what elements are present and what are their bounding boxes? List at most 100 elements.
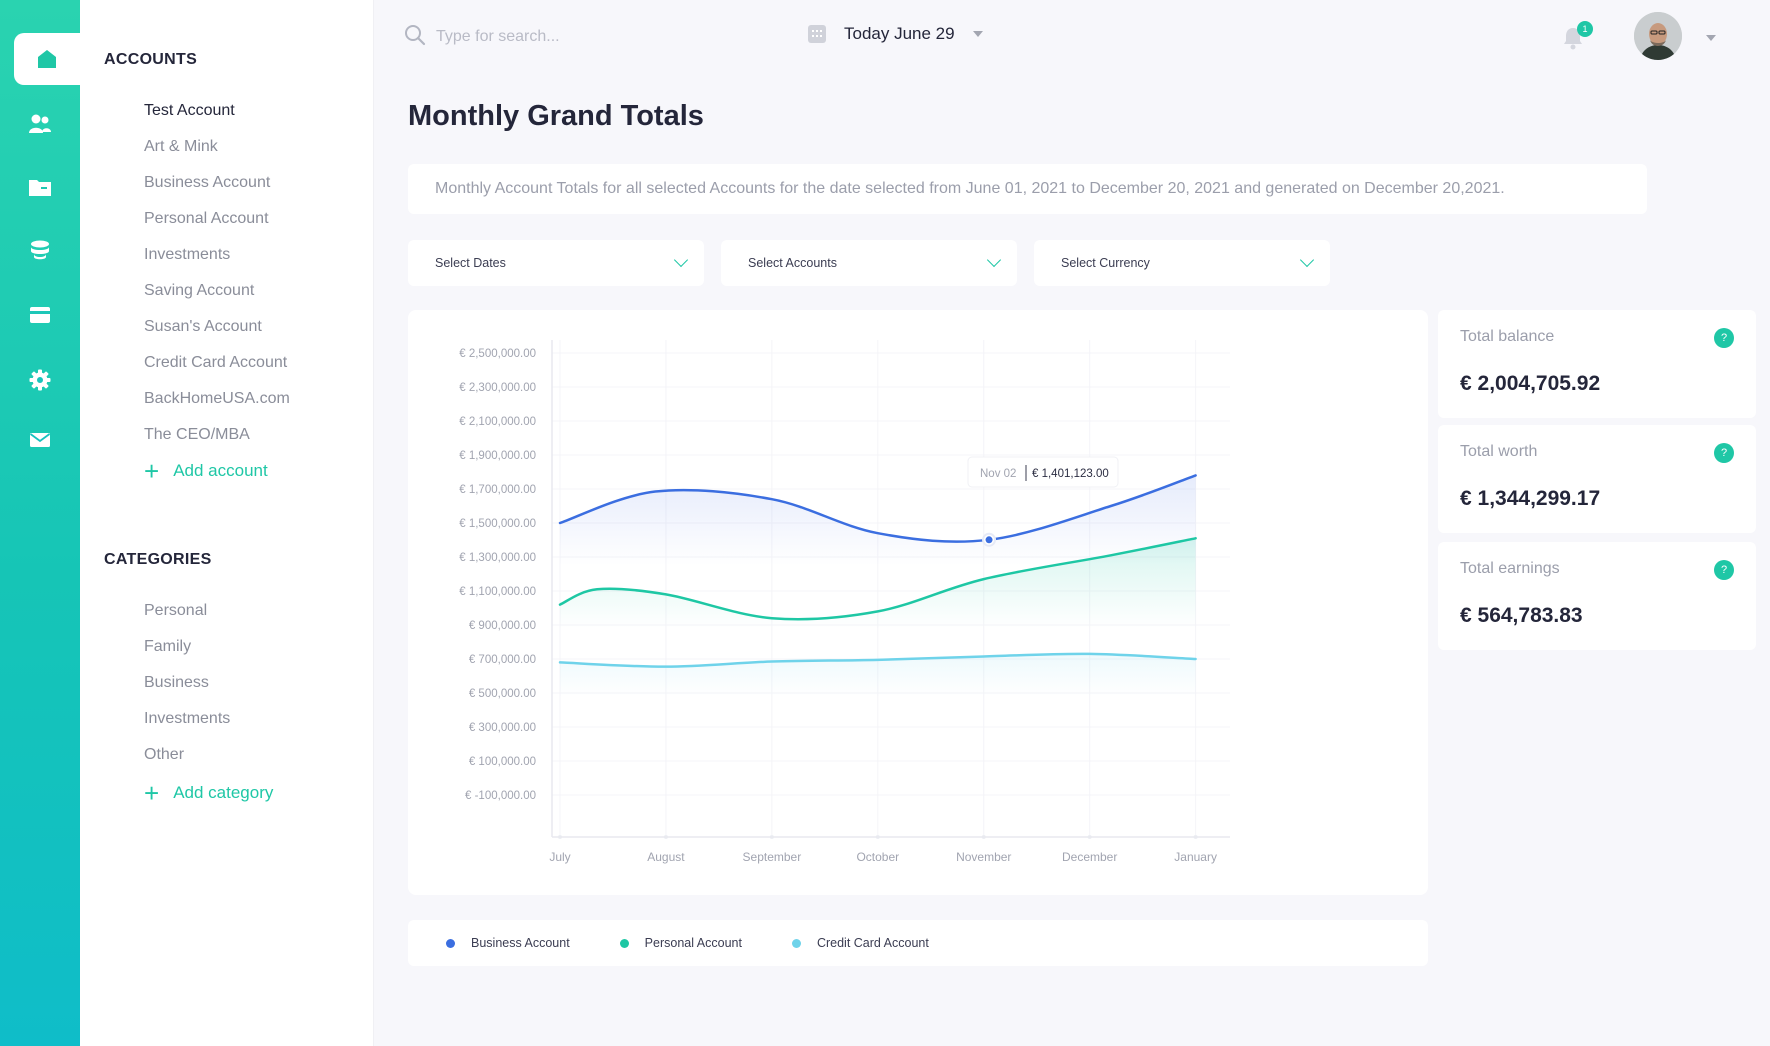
x-tick-label: December <box>1062 850 1117 864</box>
series-line <box>558 652 1197 668</box>
y-tick-label: € 2,500,000.00 <box>459 348 536 360</box>
tooltip-value: € 1,401,123.00 <box>1032 468 1109 480</box>
chart-card: € 2,500,000.00 € 2,300,000.00 € 2,100,000.… <box>408 310 1428 895</box>
report-description: Monthly Account Totals for all selected … <box>408 164 1647 214</box>
y-tick-label: € 1,900,000.00 <box>459 450 536 462</box>
legend-item-personal[interactable]: Personal Account <box>619 936 742 950</box>
x-tick-label: November <box>956 850 1011 864</box>
legend-item-business[interactable]: Business Account <box>446 936 570 950</box>
notification-badge: 1 <box>1577 21 1593 37</box>
category-item[interactable]: Other <box>144 746 185 763</box>
account-item[interactable]: Investments <box>144 246 231 263</box>
search-input[interactable] <box>436 22 766 52</box>
account-item[interactable]: Susan's Account <box>144 318 262 335</box>
tooltip-box <box>967 456 1119 488</box>
legend-dot <box>791 938 801 948</box>
plus-icon: + <box>144 456 160 486</box>
x-tick-label: August <box>647 850 685 864</box>
chevron-down-icon[interactable] <box>1706 35 1716 41</box>
account-item[interactable]: BackHomeUSA.com <box>144 390 290 407</box>
total-worth-label: Total worth <box>1460 443 1538 460</box>
rail-coins[interactable] <box>0 224 80 276</box>
rail-folder[interactable] <box>0 161 80 213</box>
account-item[interactable]: Test Account <box>144 102 235 119</box>
tooltip-date: Nov 02 <box>980 468 1016 480</box>
rail-users[interactable] <box>0 98 80 150</box>
sidebar: ACCOUNTS Test Account Art & Mink Busines… <box>80 0 374 1046</box>
account-item[interactable]: Saving Account <box>144 282 255 299</box>
chevron-down-icon <box>986 252 1002 268</box>
total-balance-card: Total balance ? € 2,004,705.92 <box>1438 310 1756 418</box>
account-item[interactable]: Personal Account <box>144 210 269 227</box>
x-tick-label: July <box>549 850 570 864</box>
y-tick-label: € 1,700,000.00 <box>459 484 536 496</box>
select-dates-dropdown[interactable]: Select Dates <box>408 240 704 286</box>
series-line <box>558 474 1197 543</box>
select-currency-dropdown[interactable]: Select Currency <box>1034 240 1330 286</box>
account-item[interactable]: The CEO/MBA <box>144 426 250 443</box>
series-line <box>558 537 1197 621</box>
categories-heading: CATEGORIES <box>104 551 212 568</box>
users-icon <box>29 114 51 133</box>
avatar[interactable] <box>1634 12 1682 60</box>
y-tick-label: € 2,100,000.00 <box>459 416 536 428</box>
y-tick-label: € 1,100,000.00 <box>459 586 536 598</box>
legend-dot <box>619 938 629 948</box>
credit-card-icon <box>30 307 50 323</box>
total-balance-label: Total balance <box>1460 328 1555 345</box>
category-item[interactable]: Business <box>144 674 209 691</box>
add-account-button[interactable]: + Add account <box>144 456 268 486</box>
calendar-icon <box>808 25 826 43</box>
plus-icon: + <box>144 778 160 808</box>
total-earnings-card: Total earnings ? € 564,783.83 <box>1438 542 1756 650</box>
search-icon <box>405 25 426 46</box>
rail-mail[interactable] <box>0 414 80 466</box>
x-tick-label: October <box>856 850 899 864</box>
totals-chart: € 2,500,000.00 € 2,300,000.00 € 2,100,000.… <box>459 340 1230 864</box>
add-account-label: Add account <box>173 461 268 480</box>
date-picker[interactable]: Today June 29 <box>808 24 983 44</box>
y-tick-label: € 100,000.00 <box>469 756 536 768</box>
rail-settings[interactable] <box>0 354 80 406</box>
date-label: Today June 29 <box>844 24 955 43</box>
account-item[interactable]: Business Account <box>144 174 271 191</box>
y-tick-label: € 1,300,000.00 <box>459 552 536 564</box>
chevron-down-icon <box>673 252 689 268</box>
accounts-heading: ACCOUNTS <box>104 51 198 68</box>
user-photo <box>1634 12 1682 60</box>
y-tick-label: € 700,000.00 <box>469 654 536 666</box>
account-item[interactable]: Credit Card Account <box>144 354 288 371</box>
mail-icon <box>29 433 51 447</box>
help-icon[interactable]: ? <box>1714 560 1734 580</box>
category-item[interactable]: Personal <box>144 602 208 619</box>
select-accounts-label: Select Accounts <box>748 256 837 270</box>
rail-home[interactable] <box>14 33 80 85</box>
folder-icon <box>29 180 51 196</box>
help-icon[interactable]: ? <box>1714 328 1734 348</box>
y-tick-label: € 2,300,000.00 <box>459 382 536 394</box>
select-accounts-dropdown[interactable]: Select Accounts <box>721 240 1017 286</box>
x-tick-label: January <box>1174 850 1217 864</box>
gear-icon <box>29 369 51 391</box>
chevron-down-icon <box>972 31 983 37</box>
select-dates-label: Select Dates <box>435 256 506 270</box>
add-category-button[interactable]: + Add category <box>144 778 273 808</box>
legend-label: Personal Account <box>644 936 742 950</box>
legend-label: Business Account <box>471 936 570 950</box>
coins-icon <box>31 240 49 260</box>
y-tick-label: € 300,000.00 <box>469 722 536 734</box>
category-item[interactable]: Investments <box>144 710 231 727</box>
tooltip-marker <box>985 536 993 544</box>
y-tick-label: € 1,500,000.00 <box>459 518 536 530</box>
chart-legend: Business Account Personal Account Credit… <box>408 920 1428 966</box>
legend-item-credit-card[interactable]: Credit Card Account <box>791 936 929 950</box>
legend-label: Credit Card Account <box>816 936 929 950</box>
series-area <box>560 475 1196 566</box>
help-icon[interactable]: ? <box>1714 443 1734 463</box>
total-earnings-value: € 564,783.83 <box>1460 604 1583 627</box>
account-item[interactable]: Art & Mink <box>144 138 218 155</box>
total-worth-card: Total worth ? € 1,344,299.17 <box>1438 425 1756 533</box>
rail-cards[interactable] <box>0 289 80 341</box>
category-item[interactable]: Family <box>144 638 192 655</box>
series-area <box>560 538 1196 629</box>
